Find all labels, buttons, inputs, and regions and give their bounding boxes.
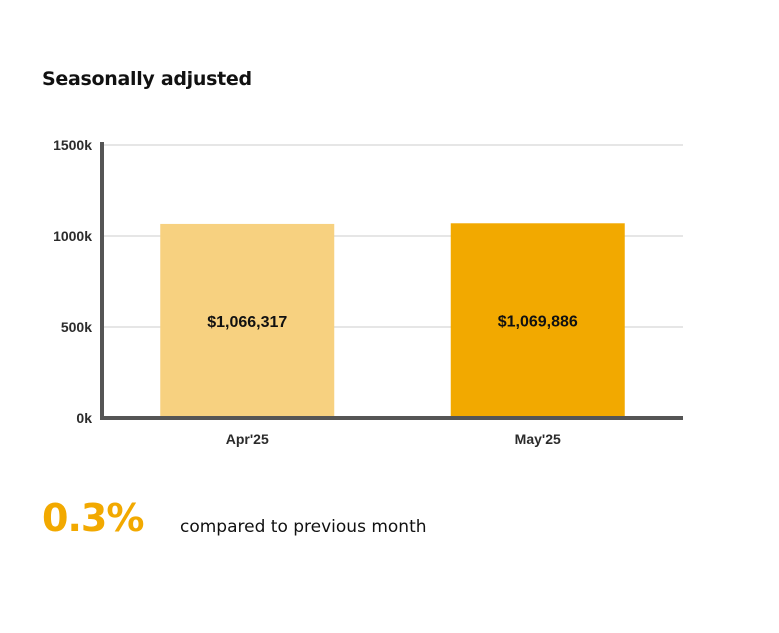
change-caption: compared to previous month [180,517,427,537]
chart-title: Seasonally adjusted [42,68,252,90]
bar-2 [450,223,625,418]
y-tick-label: 1000k [53,228,92,244]
data-label-1: $1,066,317 [207,314,287,331]
bar-1 [160,223,335,418]
y-tick-label: 1500k [53,137,92,153]
y-tick-label: 0k [76,410,92,426]
y-tick-label: 500k [61,319,92,335]
change-percentage: 0.3% [42,496,144,540]
x-tick-label: May'25 [515,431,561,447]
x-tick-label: Apr'25 [226,431,269,447]
data-label-2: $1,069,886 [498,314,578,331]
